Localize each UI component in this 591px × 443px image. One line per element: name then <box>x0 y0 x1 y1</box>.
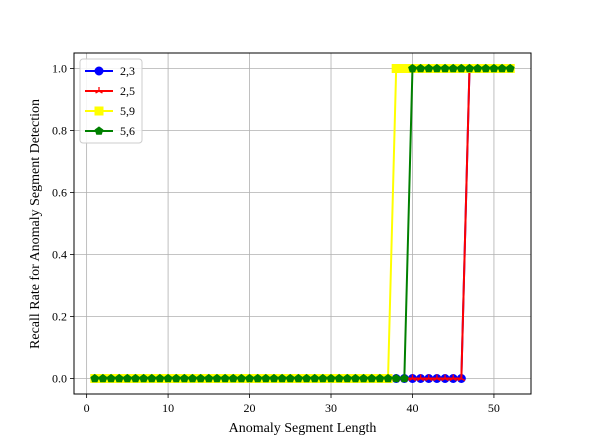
data-point <box>139 373 149 383</box>
data-point <box>457 374 466 382</box>
legend-label: 5,9 <box>120 104 135 118</box>
data-point <box>456 63 466 73</box>
data-point <box>391 64 401 73</box>
data-point <box>237 373 246 383</box>
data-point <box>220 373 230 383</box>
data-point <box>253 373 263 383</box>
data-point <box>106 373 116 383</box>
legend-item: 2,5 <box>85 84 135 98</box>
x-axis-label: Anomaly Segment Length <box>229 421 377 436</box>
data-point <box>391 373 401 383</box>
legend-box <box>79 58 143 144</box>
data-point <box>367 373 377 383</box>
data-point <box>375 373 385 383</box>
y-tick-label: 0.6 <box>52 186 67 200</box>
data-point <box>163 373 173 383</box>
data-point <box>432 63 442 73</box>
data-point <box>433 374 441 382</box>
data-point <box>399 64 409 73</box>
data-point <box>334 373 344 383</box>
series-layer <box>90 63 515 383</box>
x-tick-label: 30 <box>325 401 337 415</box>
legend: 2,3 2,5 5,9 5,6 <box>79 58 143 144</box>
data-point <box>399 373 409 383</box>
data-point <box>342 373 352 383</box>
data-point <box>505 63 515 73</box>
data-point <box>326 373 336 383</box>
x-tick-label: 10 <box>162 401 174 415</box>
data-point <box>440 63 450 73</box>
data-point <box>269 373 279 383</box>
data-point <box>245 373 254 383</box>
data-point <box>114 373 124 383</box>
legend-marker <box>94 126 104 135</box>
y-tick-label: 0.8 <box>52 124 67 138</box>
legend-item: 2,3 <box>85 64 135 78</box>
data-point <box>277 373 287 383</box>
legend-label: 2,3 <box>120 64 135 78</box>
data-point <box>481 63 491 73</box>
data-point <box>204 373 214 383</box>
y-axis-label: Recall Rate for Anomaly Segment Detectio… <box>28 99 43 349</box>
data-point <box>147 373 157 383</box>
data-point <box>212 373 222 383</box>
data-point <box>383 373 393 383</box>
data-point <box>441 374 449 382</box>
data-point <box>497 63 507 73</box>
legend-item: 5,6 <box>85 124 135 138</box>
data-point <box>285 373 295 383</box>
data-point <box>465 63 474 73</box>
axis-ticks: 0 10 20 30 40 50 0.0 0.2 0.4 0.6 0.8 1.0 <box>52 62 500 416</box>
y-tick-label: 1.0 <box>52 62 67 76</box>
data-point <box>196 373 206 383</box>
data-point <box>155 373 165 383</box>
data-point <box>448 63 458 73</box>
legend-marker <box>94 66 104 76</box>
data-point <box>171 373 181 383</box>
data-point <box>359 373 368 383</box>
legend-item: 5,9 <box>85 104 135 118</box>
data-point <box>98 373 108 383</box>
data-point <box>473 63 483 73</box>
x-tick-label: 20 <box>244 401 256 415</box>
data-point <box>424 63 434 73</box>
data-point <box>90 373 100 383</box>
data-point <box>489 63 499 73</box>
legend-label: 2,5 <box>120 84 135 98</box>
series-line <box>94 67 511 380</box>
data-point <box>228 373 238 383</box>
data-point <box>179 373 189 383</box>
data-point <box>131 373 140 383</box>
data-point <box>261 373 271 383</box>
data-point <box>351 373 360 383</box>
data-point <box>294 373 303 383</box>
data-point <box>318 373 328 383</box>
data-point <box>424 374 433 382</box>
y-tick-label: 0.4 <box>52 248 67 262</box>
data-point <box>408 374 417 382</box>
legend-marker <box>95 87 103 94</box>
y-tick-label: 0.2 <box>52 310 67 324</box>
x-tick-label: 50 <box>488 401 500 415</box>
y-tick-label: 0.0 <box>52 372 67 386</box>
data-point <box>188 373 197 383</box>
legend-marker <box>94 106 104 116</box>
data-point <box>302 373 311 383</box>
grid <box>74 53 531 394</box>
series-3 <box>90 63 515 383</box>
plot-frame <box>73 52 532 395</box>
legend-label: 5,6 <box>120 124 135 138</box>
data-point <box>449 374 458 382</box>
data-point <box>408 63 417 73</box>
data-point <box>122 373 132 383</box>
data-point <box>310 373 320 383</box>
x-tick-label: 40 <box>406 401 418 415</box>
data-point <box>416 374 425 382</box>
data-point <box>416 63 426 73</box>
x-tick-label: 0 <box>84 401 90 415</box>
